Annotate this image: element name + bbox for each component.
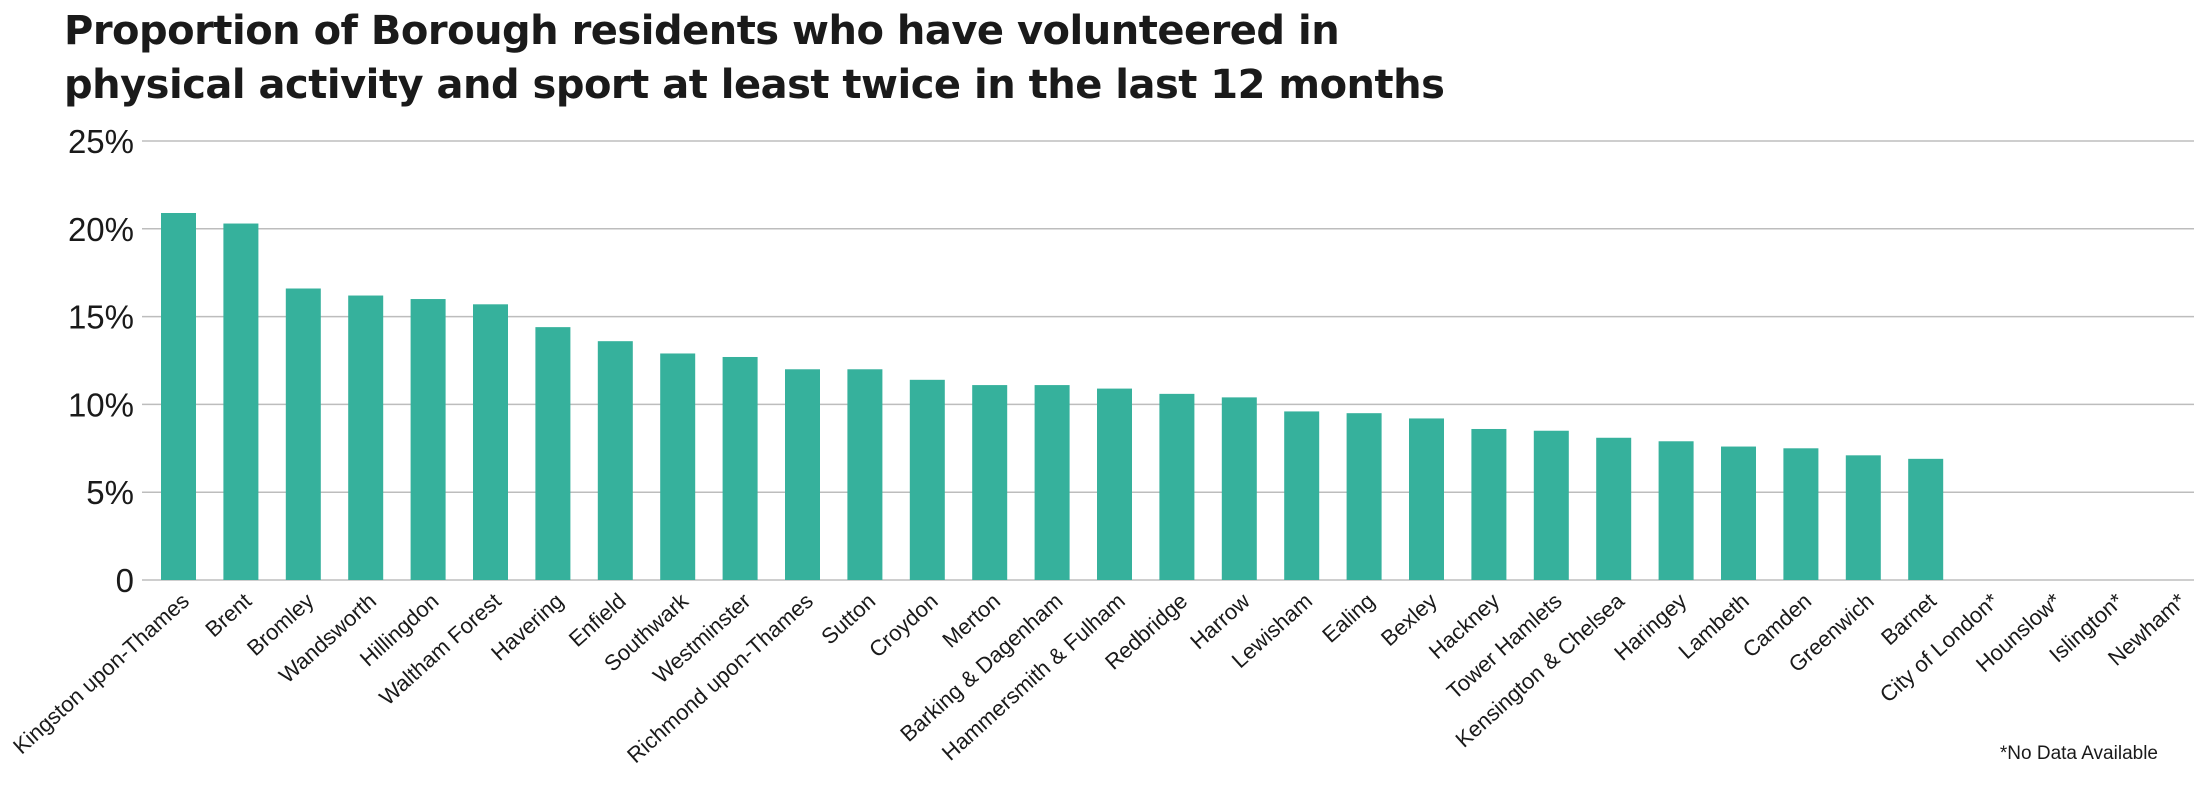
bar: [410, 299, 446, 580]
bar: [660, 353, 696, 580]
y-tick-label: 20%: [68, 211, 134, 248]
bar: [348, 295, 384, 580]
chart-title-line-2: physical activity and sport at least twi…: [64, 62, 1445, 108]
bar: [1471, 428, 1507, 580]
bar: [1596, 437, 1632, 580]
bar: [722, 356, 758, 580]
bar: [1721, 446, 1756, 580]
x-axis: Kingston upon-Thames BrentBromleyWandswor…: [8, 587, 2191, 767]
y-axis: 0 5% 10% 15% 20% 25%: [68, 123, 134, 599]
bar: [847, 369, 883, 580]
y-tick-label: 0: [116, 562, 134, 599]
bar: [972, 385, 1008, 580]
x-tick-label: Kingston upon-Thames: [8, 588, 194, 759]
bar: [1658, 441, 1694, 580]
x-tick-label: Ealing: [1317, 588, 1379, 648]
chart-title-line-1: Proportion of Borough residents who have…: [64, 8, 1340, 54]
bar: [1346, 413, 1382, 580]
bar: [223, 223, 259, 581]
bar: [1783, 448, 1819, 580]
y-tick-label: 10%: [68, 386, 134, 423]
bar: [161, 212, 196, 580]
bar: [909, 379, 945, 580]
bar: [1845, 455, 1881, 580]
bar: [1034, 385, 1070, 580]
footnote: *No Data Available: [1999, 743, 2158, 764]
bar: [1533, 430, 1569, 580]
bar: [785, 369, 820, 580]
bar: [285, 288, 321, 580]
bars: [161, 212, 1944, 581]
x-tick-label: Lambeth: [1673, 588, 1753, 664]
bar: [1221, 397, 1257, 580]
y-tick-label: 5%: [86, 474, 134, 511]
x-tick-label: Brent: [200, 588, 256, 642]
bar: [1097, 388, 1132, 580]
y-tick-label: 15%: [68, 299, 134, 336]
bar: [1908, 458, 1944, 580]
bar: [1284, 411, 1320, 580]
x-tick-label: Croydon: [864, 588, 943, 662]
bar: [1159, 393, 1195, 580]
y-tick-label: 25%: [68, 123, 134, 160]
chart-title: Proportion of Borough residents who have…: [64, 4, 1764, 112]
bar: [535, 327, 571, 580]
bar: [473, 304, 508, 580]
bar: [1409, 418, 1444, 580]
bar: [597, 341, 633, 580]
